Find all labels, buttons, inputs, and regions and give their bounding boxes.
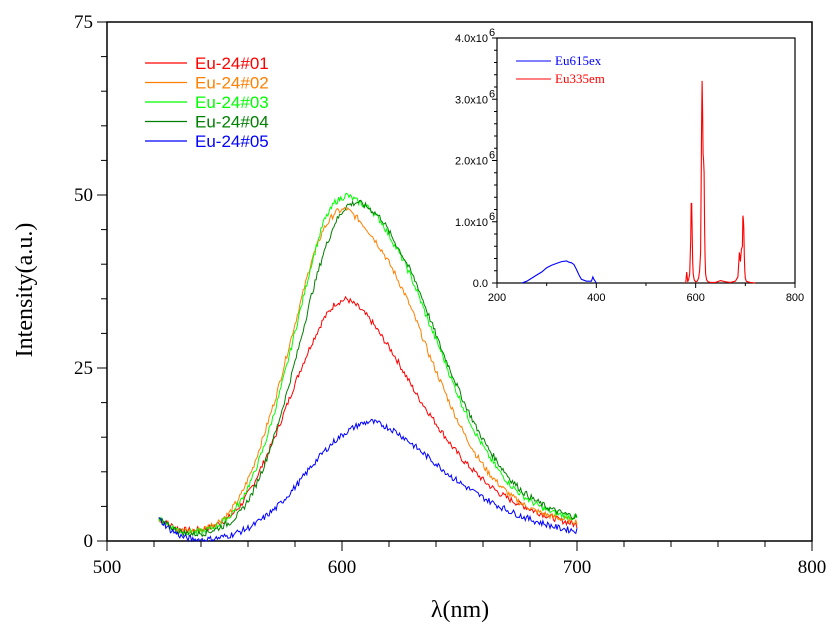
y-tick-label: 25 xyxy=(74,358,93,379)
y-axis-title: Intensity(a.u.) xyxy=(12,223,38,358)
inset-series-line-Eu335em xyxy=(685,80,756,284)
series-line-Eu-24-04 xyxy=(158,199,578,538)
inset-y-tick-exponent: 6 xyxy=(489,88,495,100)
main-plot-frame xyxy=(106,21,813,542)
inset-y-tick-exponent: 6 xyxy=(489,27,495,39)
y-tick-label: 50 xyxy=(74,185,93,206)
y-tick-label: 0 xyxy=(84,531,94,552)
x-tick-label: 600 xyxy=(328,557,357,578)
legend-label: Eu-24#01 xyxy=(195,54,269,73)
series-line-Eu-24-05 xyxy=(158,418,578,543)
main-axes: 500 600 700 800 0 25 50 75 xyxy=(74,12,826,578)
main-series-group xyxy=(158,192,578,543)
x-axis-title: λ(nm) xyxy=(431,597,489,623)
inset-x-tick-label: 600 xyxy=(686,292,704,304)
y-tick-label: 75 xyxy=(74,12,93,33)
inset-y-tick-label: 4.0x10 xyxy=(455,33,488,45)
inset-x-tick-label: 200 xyxy=(488,292,506,304)
inset-x-tick-label: 800 xyxy=(786,292,804,304)
inset-y-tick-label: 1.0x10 xyxy=(455,217,488,229)
x-tick-label: 500 xyxy=(93,557,122,578)
inset-plot-frame xyxy=(496,37,796,284)
series-line-Eu-24-02 xyxy=(158,206,578,535)
inset-y-tick-label: 0.0 xyxy=(473,278,488,290)
inset-legend-label: Eu615ex xyxy=(555,53,602,68)
inset-y-tick-exponent: 6 xyxy=(489,150,495,162)
inset-series-line-Eu615ex xyxy=(521,260,597,284)
inset-series-group xyxy=(521,80,756,284)
inset-legend-label: Eu335em xyxy=(555,71,605,86)
x-tick-label: 700 xyxy=(563,557,592,578)
series-line-Eu-24-03 xyxy=(158,192,578,536)
inset-legend: Eu615ex Eu335em xyxy=(516,53,605,86)
legend-label: Eu-24#04 xyxy=(195,113,269,132)
inset-y-tick-exponent: 6 xyxy=(489,211,495,223)
inset-y-tick-label: 2.0x10 xyxy=(455,156,488,168)
inset-y-tick-label: 3.0x10 xyxy=(455,94,488,106)
inset-x-tick-label: 400 xyxy=(587,292,605,304)
series-line-Eu-24-01 xyxy=(158,295,578,534)
x-tick-label: 800 xyxy=(798,557,827,578)
legend-label: Eu-24#03 xyxy=(195,93,269,112)
legend-label: Eu-24#05 xyxy=(195,132,269,151)
legend-label: Eu-24#02 xyxy=(195,74,269,93)
